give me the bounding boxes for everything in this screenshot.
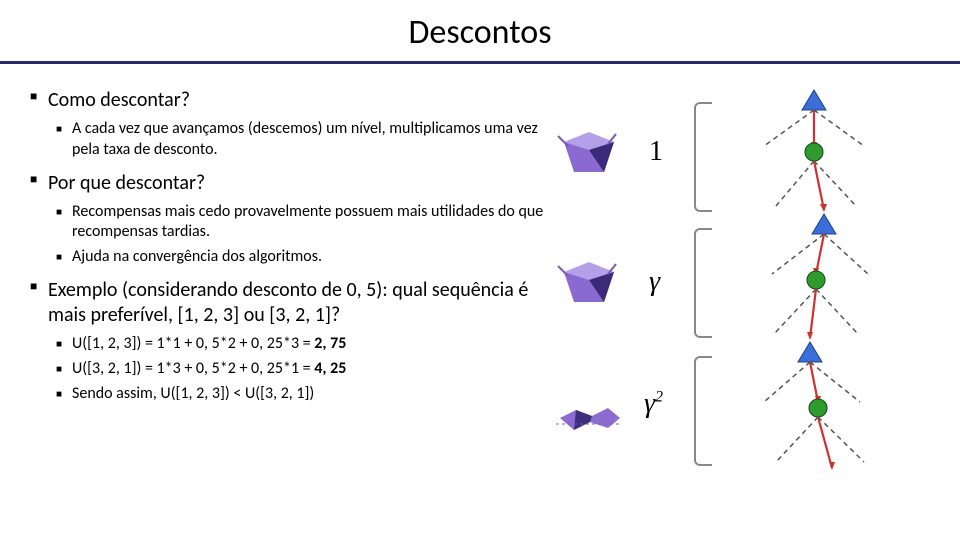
u123-result: 2, 75 [314, 334, 346, 353]
section-3-heading: Exemplo (considerando desconto de 0, 5):… [30, 278, 554, 328]
section-3-bullet-1: U([1, 2, 3]) = 1*1 + 0, 5*2 + 0, 25*3 = … [56, 334, 554, 355]
level-label-1: 1 [649, 136, 663, 168]
section-2-bullet-1: Recompensas mais cedo provavelmente poss… [56, 202, 554, 244]
tree-diagram [724, 78, 874, 498]
level-label-gamma2: γ2 [644, 388, 663, 420]
text-column: Como descontar? A cada vez que avançamos… [24, 88, 554, 508]
u321-result: 4, 25 [314, 359, 346, 378]
figure-column: 1 γ γ2 [554, 88, 936, 508]
u123-expr: U([1, 2, 3]) = 1*1 + 0, 5*2 + 0, 25*3 = [72, 334, 314, 353]
diamond-icon-3 [554, 388, 624, 438]
content-area: Como descontar? A cada vez que avançamos… [0, 64, 960, 508]
diamond-icon-2 [554, 258, 624, 308]
bracket-1 [694, 102, 712, 212]
section-2-heading: Por que descontar? [30, 171, 554, 196]
bracket-3 [694, 356, 712, 466]
section-2-bullet-2: Ajuda na convergência dos algoritmos. [56, 247, 554, 268]
gamma-base: γ [644, 388, 655, 419]
bracket-2 [694, 228, 712, 338]
section-3-bullet-2: U([3, 2, 1]) = 1*3 + 0, 5*2 + 0, 25*1 = … [56, 359, 554, 380]
diamond-icon-1 [554, 128, 624, 178]
section-1-heading: Como descontar? [30, 88, 554, 113]
gamma-sup: 2 [655, 389, 663, 406]
u321-expr: U([3, 2, 1]) = 1*3 + 0, 5*2 + 0, 25*1 = [72, 359, 314, 378]
level-label-gamma: γ [649, 266, 660, 298]
section-3-bullet-3: Sendo assim, U([1, 2, 3]) < U([3, 2, 1]) [56, 384, 554, 405]
page-title: Descontos [0, 0, 960, 61]
section-1-bullet-1: A cada vez que avançamos (descemos) um n… [56, 119, 554, 161]
